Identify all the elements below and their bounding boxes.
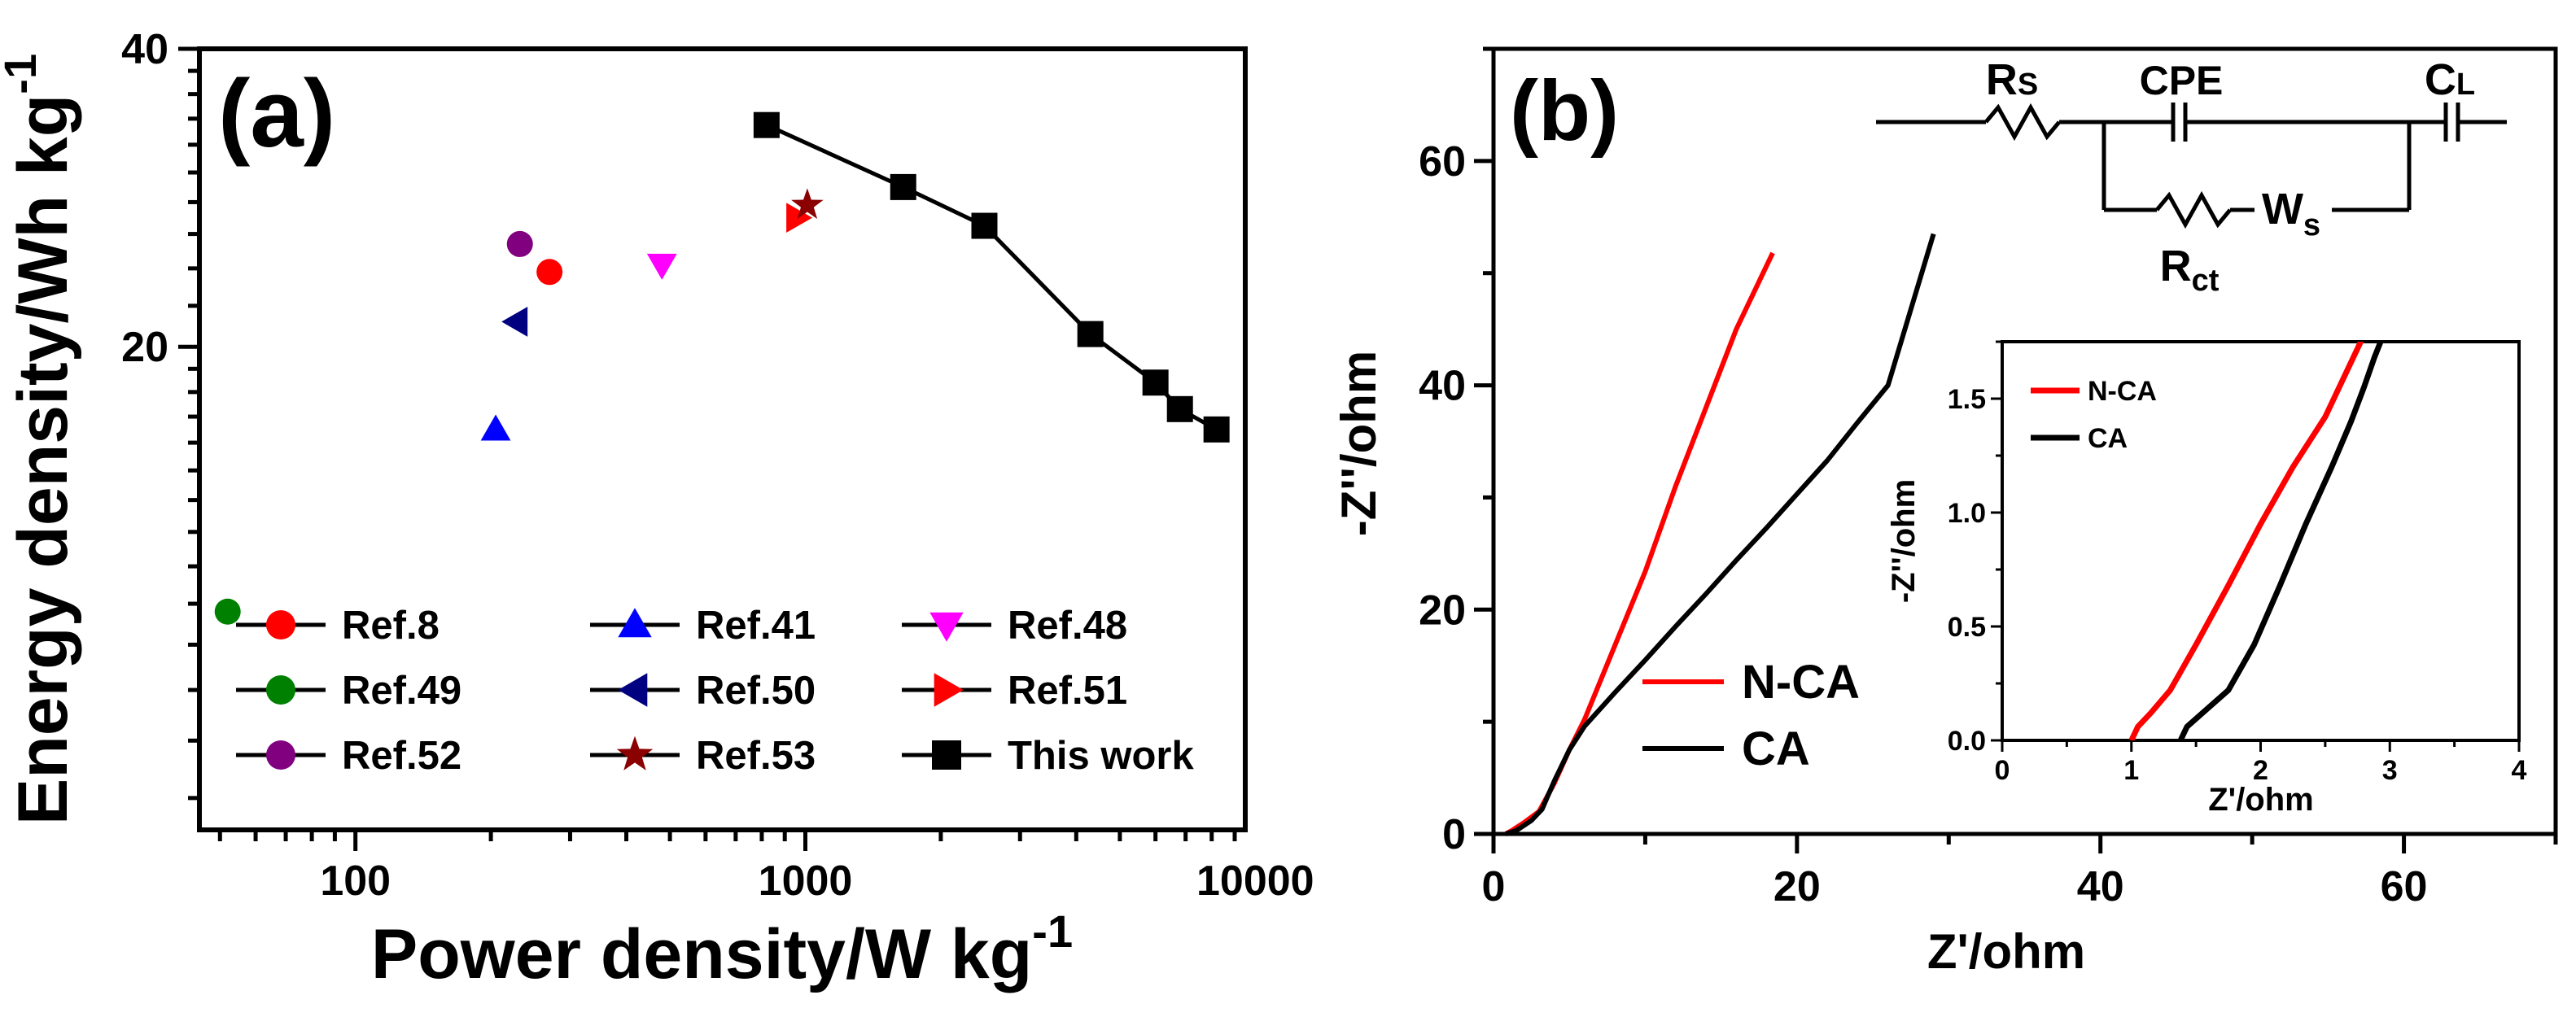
data-point <box>791 188 824 220</box>
inset-frame <box>2001 340 2521 742</box>
x-tick-label: 10000 <box>1196 858 1314 905</box>
inset-ticks: 0 1 2 3 4 0.0 0.5 1.0 1.5 <box>1948 340 2527 786</box>
data-point <box>890 173 916 200</box>
panel-b-label: (b) <box>1510 63 1619 159</box>
inset-y-tick-label: 1.5 <box>1948 384 1986 415</box>
x-tick-label: 1000 <box>759 858 853 905</box>
legend-marker <box>929 612 964 642</box>
label-rs: RS <box>1986 55 2038 104</box>
y-tick-label: 60 <box>1419 138 1466 186</box>
inset-legend-label: CA <box>2088 423 2128 454</box>
label-cpe: CPE <box>2140 58 2224 103</box>
panel-a-ticks: 100 1000 10000 20 40 <box>121 26 1314 905</box>
panel-a-label: (a) <box>218 60 335 168</box>
panel-a-marks <box>214 111 1230 625</box>
data-point <box>753 111 780 138</box>
series-line-n-ca <box>1504 251 1775 836</box>
legend-marker <box>934 673 964 707</box>
inset-plot: 0 1 2 3 4 0.0 0.5 1.0 1.5 N-CA CA Z'/ohm -Z''/ohm <box>1886 340 2527 818</box>
x-tick-label: 60 <box>2381 863 2428 910</box>
data-point <box>786 203 813 234</box>
inset-y-tick-label: 1.0 <box>1948 498 1986 529</box>
inset-legend-label: N-CA <box>2088 376 2157 407</box>
x-tick-label: 0 <box>1482 863 1506 910</box>
inset-ylabel: -Z''/ohm <box>1886 479 1922 603</box>
panel-a-legend: Ref.8 Ref.41 Ref.48 Ref.49 Ref.50 Ref.51 Ref.5… <box>236 604 1194 778</box>
data-point <box>646 253 677 280</box>
data-point <box>501 307 528 337</box>
y-tick-label: 40 <box>1419 363 1466 410</box>
equivalent-circuit <box>1876 103 2507 229</box>
x-tick-label: 40 <box>2077 863 2124 910</box>
x-tick-label: 100 <box>320 858 391 905</box>
legend-marker <box>266 610 295 639</box>
legend-label: Ref.51 <box>1008 669 1127 713</box>
series-line-ca <box>1505 233 1936 836</box>
panel-a-frame <box>197 46 1248 832</box>
data-point <box>536 259 563 286</box>
inset-x-tick-label: 1 <box>2123 755 2139 786</box>
inset-series-line-n-ca <box>2128 342 2364 740</box>
data-point <box>1166 395 1193 422</box>
inset-xlabel: Z'/ohm <box>2208 782 2314 818</box>
legend-label: Ref.53 <box>696 734 816 778</box>
data-point <box>1077 321 1104 347</box>
legend-label: This work <box>1008 734 1194 778</box>
y-tick-label: 40 <box>121 26 168 73</box>
legend-label: N-CA <box>1742 656 1860 709</box>
panel-b-frame <box>1491 46 2558 836</box>
label-ws: Ws <box>2262 185 2320 242</box>
legend-label: Ref.52 <box>342 734 461 778</box>
panel-b-xlabel: Z'/ohm <box>1927 924 2085 979</box>
label-cl: CL <box>2425 55 2475 104</box>
data-point <box>214 598 241 625</box>
data-point <box>1203 416 1230 443</box>
data-point <box>1142 369 1169 396</box>
data-point <box>506 230 533 257</box>
inset-marks <box>2128 342 2384 740</box>
legend-label: CA <box>1742 722 1810 775</box>
y-tick-label: 20 <box>1419 587 1466 634</box>
inset-x-tick-label: 0 <box>1995 755 2010 786</box>
data-point <box>480 414 511 441</box>
y-tick-label: 20 <box>121 324 168 371</box>
legend-label: Ref.41 <box>696 604 816 648</box>
inset-y-tick-label: 0.0 <box>1948 726 1986 757</box>
inset-y-tick-label: 0.5 <box>1948 612 1986 643</box>
data-point <box>971 212 998 239</box>
panel-a-xlabel: Power density/W kg-1 <box>371 906 1073 993</box>
legend-label: Ref.50 <box>696 669 816 713</box>
legend-marker <box>266 675 295 705</box>
label-rct: Rct <box>2160 242 2220 298</box>
legend-marker <box>932 740 961 770</box>
x-tick-label: 20 <box>1773 863 1821 910</box>
inset-series-line-ca <box>2177 342 2384 740</box>
panel-b-marks <box>1504 233 1936 836</box>
legend-marker <box>616 735 654 770</box>
resistor-rct <box>2155 190 2232 229</box>
panel-b-ylabel: -Z''/ohm <box>1332 351 1386 537</box>
legend-marker <box>618 673 648 707</box>
legend-label: Ref.49 <box>342 669 461 713</box>
legend-marker <box>618 608 652 638</box>
legend-marker <box>266 740 295 770</box>
inset-x-tick-label: 2 <box>2253 755 2268 786</box>
y-tick-label: 0 <box>1442 811 1466 858</box>
panel-a-ylabel: Energy density/Wh kg-1 <box>0 54 82 825</box>
panel-b-legend: N-CA CA <box>1642 656 1860 775</box>
legend-label: Ref.8 <box>342 604 440 648</box>
resistor-rs <box>1984 103 2061 142</box>
inset-x-tick-label: 4 <box>2512 755 2527 786</box>
legend-label: Ref.48 <box>1008 604 1127 648</box>
inset-legend: N-CA CA <box>2031 376 2157 454</box>
inset-x-tick-label: 3 <box>2382 755 2398 786</box>
